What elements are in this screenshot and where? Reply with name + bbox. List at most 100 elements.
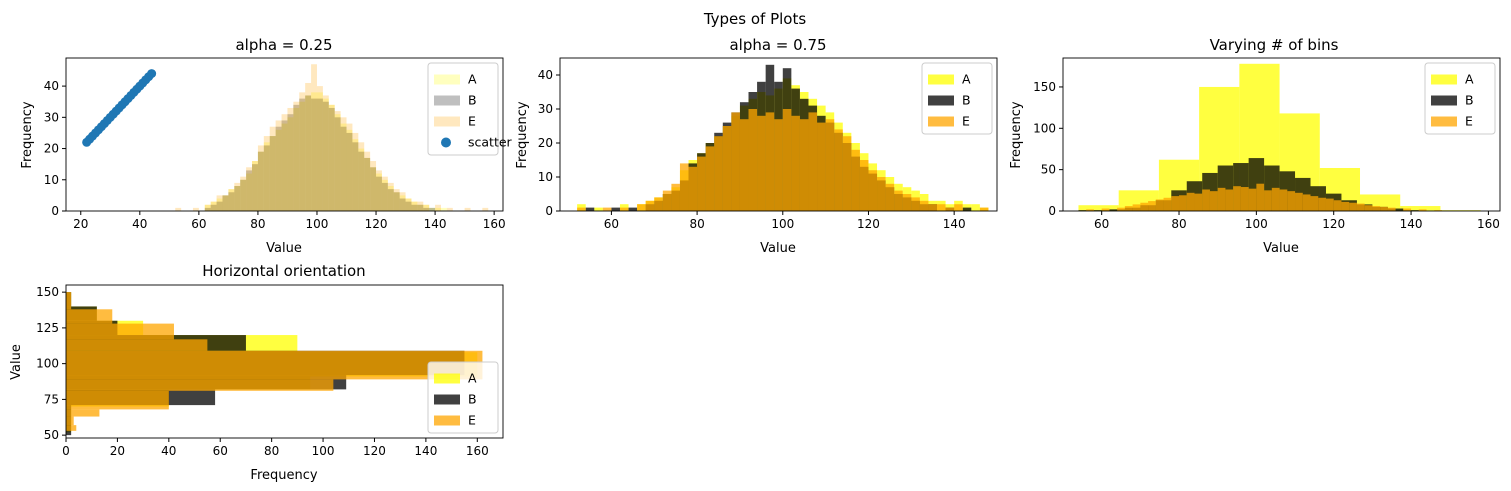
bar-E [928,204,938,211]
bar-A [293,107,300,211]
legend-label-B: B [468,93,477,108]
bar-E [246,167,253,211]
bar-E [679,163,689,211]
bar-E [1295,192,1303,211]
bar-B [370,167,377,211]
bar-E [1240,187,1249,211]
axes-frame [559,57,998,212]
bar-E [654,197,663,211]
bar-B [628,207,638,211]
bar-E [204,204,211,211]
x-tick-label: 60 [1094,217,1109,231]
bar-A [299,101,306,211]
bar-E [799,119,809,211]
bar-E [1256,183,1265,211]
legend-swatch-A [1431,74,1457,85]
bar-E [1194,193,1203,211]
x-tick-label: 60 [191,217,206,231]
bar-B [340,126,347,211]
legend-label-B: B [962,93,971,108]
x-tick-label: 120 [363,444,386,458]
bar-B [611,207,620,211]
bars [175,64,489,212]
bar-B [393,192,400,211]
bars [1078,63,1481,212]
bar-B [210,204,217,211]
y-tick-label: 20 [538,136,553,150]
x-tick-label: 100 [1245,217,1268,231]
bar-E [340,117,347,211]
bar-E [281,114,288,211]
bar-E [577,207,586,211]
bar-E [868,170,878,211]
legend: ABE [921,62,993,135]
legend-label-scatter: scatter [468,135,513,150]
y-axis-label: Frequency [20,101,35,168]
bar-E [902,194,912,211]
legend-label-A: A [1465,72,1474,87]
legend-swatch-A [434,74,460,85]
bar-B [328,107,335,211]
bar-E [1403,208,1412,211]
bar-B [423,207,430,211]
bar-A [1078,205,1119,211]
chart-horizontal-orientation: Horizontal orientation Frequency Value 0… [9,262,504,483]
y-tick-label: 20 [44,142,59,156]
legend-label-B: B [1465,93,1474,108]
bar-E [714,136,723,211]
bar-E [619,207,629,211]
bar-A [358,148,365,211]
bar-A [240,179,247,211]
y-tick-label: 150 [1033,80,1056,94]
bar-B [352,142,359,211]
y-tick-label: 10 [538,170,553,184]
bar-E [757,115,766,211]
x-tick-label: 40 [161,444,176,458]
bar-A [334,114,341,211]
x-axis-label: Value [266,241,302,256]
legend-label-E: E [468,413,476,428]
bar-E [671,183,680,211]
x-tick-label: 80 [1171,217,1186,231]
bar-A [246,173,253,211]
x-tick-label: 140 [1400,217,1423,231]
bar-B [376,176,382,211]
bar-B [322,101,329,211]
bar-A [1400,206,1441,211]
bar-E [1271,187,1280,211]
bar-E [464,207,471,211]
legend-swatch-E [434,116,460,127]
bar-A [340,123,347,211]
x-tick-label: 100 [306,217,329,231]
bar-E [192,207,199,211]
bar-E [1302,194,1311,211]
bar-E [1287,191,1296,211]
bar-A [222,195,229,211]
bar-E [1086,209,1094,211]
bar-E [782,109,792,211]
bar-E [825,119,835,211]
legend-swatch-E [928,116,954,127]
chart-title: alpha = 0.25 [235,36,332,54]
bar-B [405,201,412,211]
bar-E [1364,205,1373,211]
bar-A [423,204,430,211]
y-tick-label: 125 [36,321,59,335]
bar-A [594,207,603,211]
bar-A [370,167,377,211]
bar-E [435,204,441,211]
bar-B [275,126,282,211]
bar-A [305,95,312,211]
bar-E [697,156,706,211]
bar-E [370,161,377,211]
bar-A [411,201,418,211]
bar-B [287,114,294,211]
y-tick-label: 40 [538,68,553,82]
legend: ABE [1424,62,1496,135]
x-tick-label: 100 [312,444,335,458]
bar-E [257,145,264,211]
axes-frame [1062,57,1501,212]
bar-E [66,309,113,324]
bar-A [322,98,329,211]
